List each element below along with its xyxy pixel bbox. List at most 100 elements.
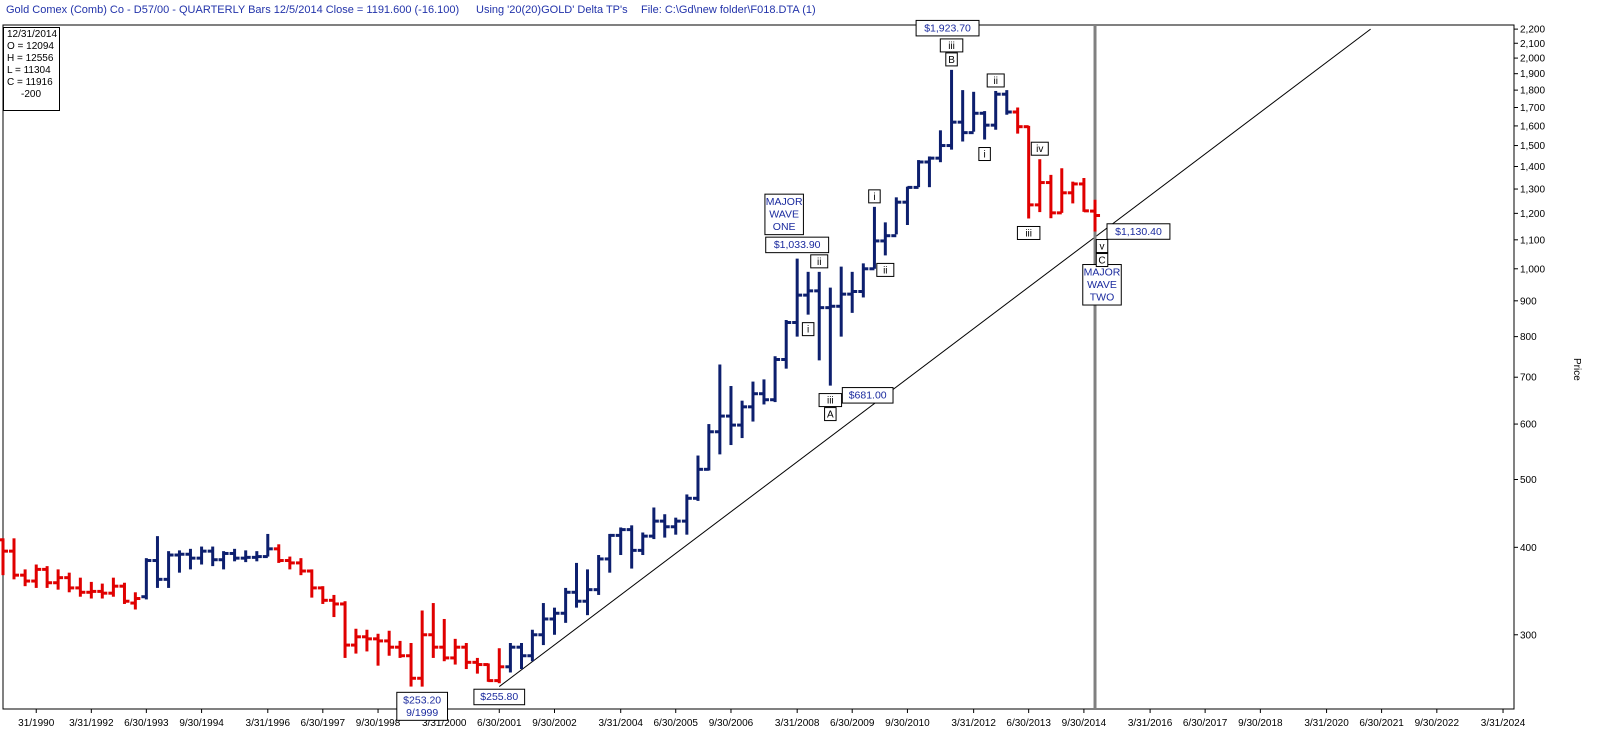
wave-label: C: [1095, 253, 1109, 268]
ohlc-bar: [1067, 181, 1078, 204]
ohlc-bar: [957, 90, 968, 142]
y-tick-label: 800: [1520, 332, 1537, 343]
ohlc-bar: [891, 197, 902, 238]
ohlc-bar: [1023, 125, 1034, 219]
price-annotation-text: $1,033.90: [774, 239, 821, 251]
ohlc-bar: [395, 640, 406, 658]
price-annotation: $1,923.70: [915, 19, 980, 37]
y-tick-label: 1,100: [1520, 235, 1545, 246]
wave-label-text: iii: [827, 396, 834, 407]
ohlc-bar: [340, 601, 351, 658]
ohlc-bar: [251, 551, 262, 562]
y-tick-label: 1,800: [1520, 86, 1545, 97]
y-tick-label: 1,900: [1520, 69, 1545, 80]
wave-label-box: [1095, 253, 1109, 268]
ohlc-bar: [858, 263, 869, 298]
ohlc-bar: [703, 424, 714, 471]
ohlc-bar: [328, 594, 339, 618]
wave-label: ii: [986, 73, 1005, 88]
x-tick-label: 3/31/1992: [69, 718, 114, 729]
x-tick-label: 3/31/2004: [598, 718, 643, 729]
x-tick-label: 6/30/2001: [477, 718, 522, 729]
wave-label: iii: [1016, 225, 1041, 240]
x-tick-label: 6/30/2005: [653, 718, 698, 729]
ohlc-bar: [527, 629, 538, 662]
y-axis: 300 400 500 600 700 800 900 1,000 1,100 1,200 1,30…: [1514, 25, 1545, 641]
ohlc-bar: [207, 546, 218, 567]
x-tick-label: 9/30/2010: [885, 718, 930, 729]
ohlc-bar: [185, 548, 196, 570]
ohlc-bar: [373, 633, 384, 666]
ohlc-bar: [31, 564, 42, 588]
y-tick-label: 1,700: [1520, 103, 1545, 114]
ohlc-bar: [935, 130, 946, 163]
wave-label-text: A: [827, 410, 834, 421]
price-annotation-text: TWO: [1090, 292, 1115, 304]
ohlc-bar: [295, 558, 306, 576]
ohlc-bar: [902, 185, 913, 225]
ohlc-bar: [692, 455, 703, 501]
wave-label-box: [810, 254, 829, 269]
ohlc-bar: [97, 583, 108, 599]
price-annotation: $681.00: [841, 387, 894, 404]
wave-label-box: [939, 38, 964, 53]
ohlc-bar: [792, 258, 803, 337]
ohlc-bar: [284, 556, 295, 570]
price-annotation-box: [473, 688, 526, 706]
ohlc-bar: [714, 364, 725, 455]
ohlc-high: H = 12556: [7, 53, 54, 64]
ohlc-bar: [990, 90, 1001, 130]
price-annotation-box: [764, 193, 804, 236]
price-annotation-text: $681.00: [849, 390, 887, 402]
wave-label-box: [1030, 141, 1049, 156]
y-tick-label: 600: [1520, 420, 1537, 431]
ohlc-bar: [505, 642, 516, 673]
ohlc-bar: [1090, 199, 1101, 232]
ohlc-bar: [880, 222, 891, 256]
x-tick-label: 6/30/1997: [301, 718, 346, 729]
y-tick-label: 2,000: [1520, 54, 1545, 65]
wave-label: i: [868, 189, 881, 204]
ohlc-bar: [450, 638, 461, 665]
wave-label: ii: [876, 262, 895, 277]
wave-label-text: ii: [817, 257, 821, 268]
ohlc-bar: [317, 586, 328, 604]
wave-label-box: [801, 322, 815, 337]
price-annotation-text: ONE: [773, 221, 796, 233]
price-annotation-text: $1,923.70: [924, 22, 971, 34]
x-tick-label: 9/30/2022: [1415, 718, 1460, 729]
y-tick-label: 1,300: [1520, 185, 1545, 196]
ohlc-bar: [825, 287, 836, 386]
price-annotation-box: [1106, 223, 1171, 240]
ohlc-bar: [836, 266, 847, 337]
ohlc-bar: [108, 577, 119, 597]
x-tick-label: 9/30/2014: [1062, 718, 1107, 729]
plot-area: [2, 24, 1515, 710]
x-tick-label: 3/31/2008: [775, 718, 820, 729]
price-annotation-box: [396, 691, 449, 721]
wave-label-box: [1095, 239, 1109, 254]
ohlc-bar: [725, 386, 736, 446]
wave-label-box: [876, 262, 895, 277]
ohlc-bar: [1045, 174, 1056, 219]
ohlc-bar: [240, 550, 251, 563]
y-tick-label: 900: [1520, 296, 1537, 307]
ohlc-bar: [406, 642, 417, 687]
x-tick-label: 9/30/1994: [179, 718, 224, 729]
y-tick-label: 700: [1520, 373, 1537, 384]
x-tick-label: 9/30/1998: [356, 718, 401, 729]
ohlc-bar: [229, 548, 240, 562]
x-tick-label: 6/30/2021: [1359, 718, 1404, 729]
price-annotation-text: MAJOR: [766, 196, 803, 208]
y-axis-title: Price: [1571, 358, 1582, 381]
ohlc-bar: [262, 533, 273, 559]
wave-label-text: iv: [1036, 144, 1043, 155]
ohlc-bar: [472, 657, 483, 674]
ohlc-bar: [747, 381, 758, 422]
wave-label-text: i: [983, 150, 985, 161]
ohlc-bar: [913, 160, 924, 189]
price-annotation-box: [841, 387, 894, 404]
wave-label-text: i: [807, 325, 809, 336]
x-tick-label: 6/30/2017: [1183, 718, 1228, 729]
